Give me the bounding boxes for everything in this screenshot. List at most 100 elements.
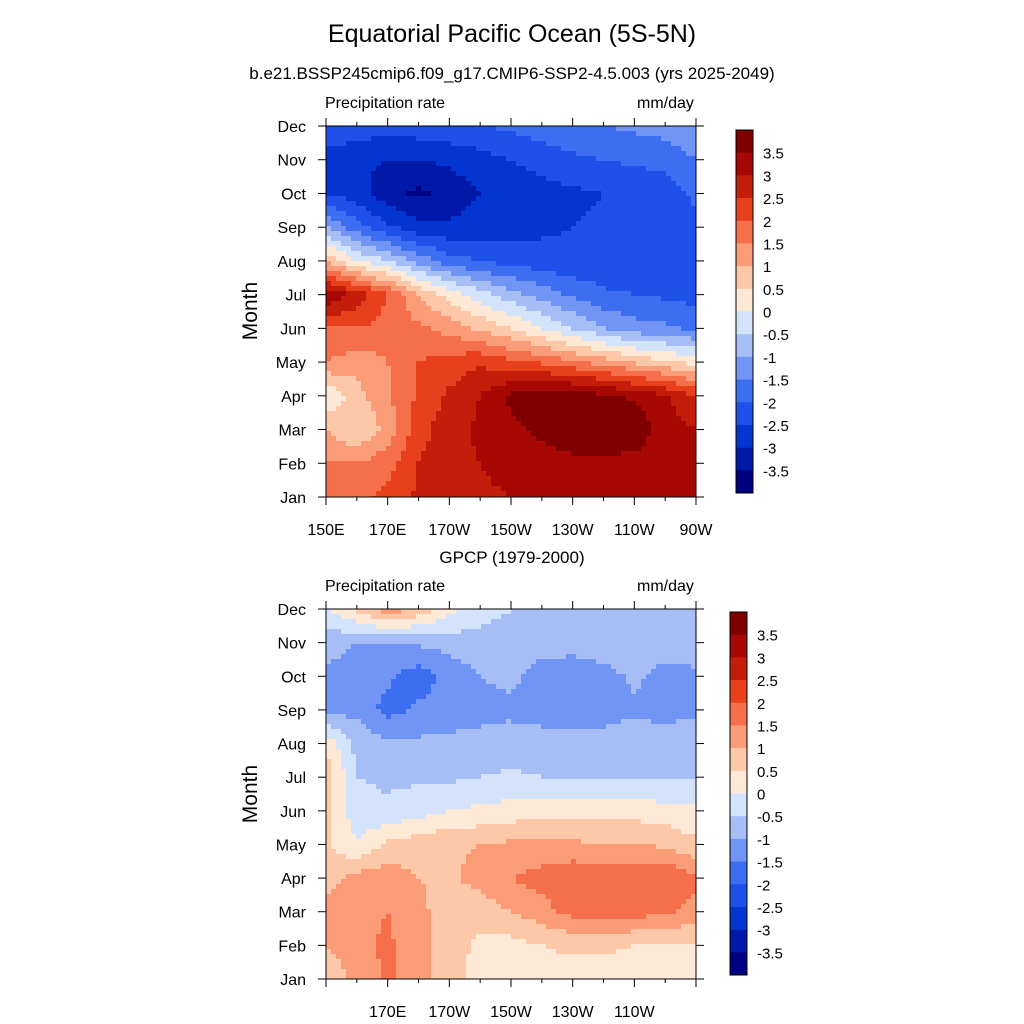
panel1-cell: [671, 236, 677, 242]
panel1-cell: [611, 291, 617, 297]
panel1-cell: [686, 351, 692, 357]
panel1-cell: [351, 161, 357, 167]
panel1-cell: [421, 321, 427, 327]
panel1-cell: [651, 291, 657, 297]
panel1-cell: [331, 461, 337, 467]
panel1-cell: [656, 231, 662, 237]
panel1-cell: [616, 246, 622, 252]
panel1-cell: [656, 266, 662, 272]
panel1-cell: [341, 206, 347, 212]
panel1-cell: [351, 456, 357, 462]
panel1-cell: [626, 401, 632, 407]
panel1-cell: [671, 411, 677, 417]
panel1-cell: [661, 156, 667, 162]
panel1-cell: [641, 201, 647, 207]
panel1-cell: [601, 351, 607, 357]
panel1-cell: [406, 391, 412, 397]
panel1-cell: [651, 241, 657, 247]
panel1-cell: [506, 291, 512, 297]
panel1-cell: [561, 426, 567, 432]
panel1-cell: [566, 211, 572, 217]
panel1-cell: [381, 336, 387, 342]
panel1-cell: [671, 391, 677, 397]
panel1-cell: [661, 361, 667, 367]
panel1-cell: [646, 416, 652, 422]
panel1-cell: [471, 446, 477, 452]
panel1-cell: [551, 356, 557, 362]
panel1-cell: [621, 236, 627, 242]
panel1-cell: [446, 231, 452, 237]
panel1-cell: [436, 296, 442, 302]
panel1-cell: [661, 286, 667, 292]
panel1-cell: [511, 346, 517, 352]
panel1-cell: [411, 351, 417, 357]
panel1-cell: [406, 196, 412, 202]
panel1-cell: [431, 256, 437, 262]
panel1-cell: [441, 186, 447, 192]
panel1-cell: [471, 231, 477, 237]
panel1-cell: [656, 146, 662, 152]
panel1-cell: [611, 316, 617, 322]
panel1-cell: [466, 446, 472, 452]
panel1-cell: [531, 271, 537, 277]
panel1-cell: [591, 446, 597, 452]
panel1-cell: [341, 266, 347, 272]
panel1-cell: [691, 196, 697, 202]
panel1-cell: [386, 461, 392, 467]
panel1-cell: [411, 156, 417, 162]
panel1-cell: [616, 386, 622, 392]
panel1-cell: [641, 181, 647, 187]
panel1-cell: [336, 456, 342, 462]
panel1-cell: [546, 436, 552, 442]
panel1-cell: [461, 456, 467, 462]
panel1-cell: [631, 146, 637, 152]
panel1-cell: [506, 446, 512, 452]
panel1-cell: [521, 321, 527, 327]
panel1-cell: [601, 331, 607, 337]
panel1-cell: [331, 421, 337, 427]
panel1-cell: [326, 146, 332, 152]
panel1-cell: [601, 401, 607, 407]
panel1-cell: [531, 386, 537, 392]
panel1-cell: [421, 231, 427, 237]
panel1-cell: [571, 281, 577, 287]
panel1-cell: [576, 171, 582, 177]
panel1-cell: [421, 131, 427, 137]
panel1-cell: [501, 311, 507, 317]
panel1-cell: [401, 236, 407, 242]
panel1-cell: [541, 216, 547, 222]
panel1-cell: [591, 131, 597, 137]
panel1-cell: [511, 361, 517, 367]
panel1-cell: [371, 371, 377, 377]
panel1-cell: [486, 201, 492, 207]
panel1-cell: [496, 181, 502, 187]
panel1-cell: [591, 346, 597, 352]
panel1-cell: [326, 381, 332, 387]
panel1-cell: [676, 341, 682, 347]
panel1-cell: [426, 421, 432, 427]
panel1-cell: [511, 156, 517, 162]
panel1-cell: [336, 266, 342, 272]
panel1-cell: [441, 156, 447, 162]
panel1-cell: [591, 256, 597, 262]
panel1-cell: [366, 336, 372, 342]
panel1-cell: [466, 246, 472, 252]
panel1-cell: [336, 256, 342, 262]
panel1-cell: [391, 406, 397, 412]
panel1-cell: [541, 151, 547, 157]
panel1-cell: [546, 311, 552, 317]
panel1-cell: [566, 286, 572, 292]
panel1-cell: [546, 181, 552, 187]
panel1-cell: [471, 361, 477, 367]
panel1-cell: [641, 456, 647, 462]
panel1-cell: [436, 256, 442, 262]
panel1-cell: [676, 266, 682, 272]
panel1-cell: [506, 391, 512, 397]
panel1-cell: [481, 136, 487, 142]
panel1-cell: [601, 421, 607, 427]
panel1-cell: [501, 286, 507, 292]
panel1-cell: [366, 401, 372, 407]
panel1-cell: [616, 366, 622, 372]
panel1-cell: [336, 286, 342, 292]
panel1-cell: [596, 306, 602, 312]
